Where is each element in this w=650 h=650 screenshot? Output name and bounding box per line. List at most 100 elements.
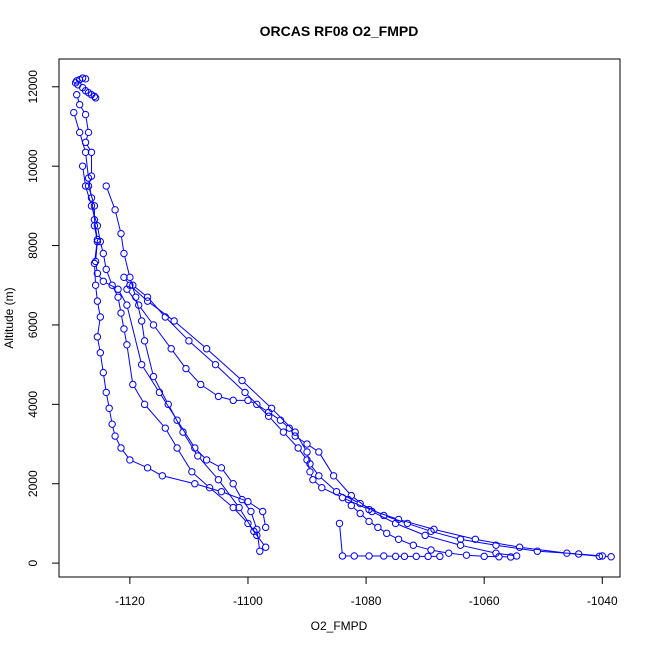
series-segment	[105, 282, 116, 289]
series-segment	[184, 434, 197, 454]
data-point	[235, 503, 243, 512]
data-point	[149, 321, 158, 329]
data-point	[303, 456, 311, 464]
y-tick-label: 10000	[26, 149, 40, 183]
series-segment	[235, 509, 247, 522]
data-point	[229, 480, 237, 488]
series-segment	[290, 430, 294, 434]
data-point	[595, 552, 604, 561]
data-point	[93, 333, 102, 341]
series-segment	[380, 528, 385, 532]
data-point	[365, 552, 373, 560]
data-point	[140, 400, 149, 409]
y-tick-label: 12000	[26, 70, 40, 104]
data-point	[294, 444, 302, 452]
series-segment	[434, 550, 446, 554]
series-segment	[320, 477, 335, 490]
series-5	[102, 182, 270, 551]
series-10	[335, 519, 444, 561]
series-segment	[100, 244, 104, 251]
data-point	[264, 412, 273, 420]
series-segment	[86, 144, 91, 150]
series-segment	[197, 484, 219, 492]
series-segment	[250, 502, 261, 511]
data-point	[335, 519, 344, 528]
data-point	[173, 416, 181, 424]
data-point	[285, 424, 294, 432]
chart-title: ORCAS RF08 O2_FMPD	[260, 23, 419, 39]
data-point	[607, 553, 615, 561]
data-point	[114, 285, 122, 293]
series-segment	[299, 450, 306, 458]
data-point	[495, 553, 503, 561]
series-4	[78, 162, 261, 540]
data-point	[117, 309, 125, 317]
y-axis: 0 2000 4000 6000 8000 10000 12000	[26, 70, 60, 566]
series-segment	[172, 351, 185, 367]
series-segment	[451, 553, 464, 556]
data-point	[81, 182, 90, 190]
data-point	[306, 468, 314, 476]
series-segment	[132, 460, 145, 467]
series-layer	[70, 74, 615, 561]
series-segment	[307, 462, 310, 469]
y-tick-label: 0	[26, 559, 40, 566]
data-point	[120, 325, 128, 333]
series-segment	[80, 107, 85, 113]
data-point	[75, 128, 84, 137]
series-segment	[469, 554, 482, 557]
x-axis: -1120 -1100 -1080 -1060 -1040	[115, 576, 618, 608]
data-point	[93, 237, 102, 246]
data-point	[90, 92, 99, 101]
series-segment	[144, 343, 154, 374]
data-point	[244, 396, 252, 405]
series-segment	[127, 308, 142, 362]
data-point	[368, 507, 376, 516]
series-segment	[126, 347, 133, 382]
x-axis-label: O2_FMPD	[311, 619, 368, 633]
series-segment	[150, 468, 160, 475]
series-segment	[97, 320, 101, 334]
data-point	[303, 448, 311, 456]
data-point	[84, 174, 93, 182]
data-point	[471, 535, 480, 543]
data-point	[93, 222, 102, 230]
series-segment	[463, 545, 493, 553]
series-segment	[140, 307, 152, 323]
series-segment	[389, 534, 396, 539]
data-point	[264, 408, 273, 416]
data-point	[492, 541, 500, 549]
series-segment	[98, 275, 102, 280]
y-tick-label: 2000	[26, 470, 40, 497]
series-segment	[478, 539, 517, 548]
y-axis-label: Altitude (m)	[2, 287, 16, 348]
data-point	[430, 525, 438, 534]
data-point	[403, 519, 412, 528]
series-segment	[167, 318, 188, 339]
series-segment	[149, 299, 164, 315]
series-segment	[307, 454, 310, 461]
series-segment	[77, 97, 80, 102]
data-point	[229, 396, 237, 405]
data-point	[78, 162, 87, 170]
data-point	[412, 552, 420, 561]
series-segment	[97, 228, 101, 239]
data-point	[75, 100, 84, 109]
series-segment	[178, 450, 191, 470]
data-point	[436, 552, 444, 561]
series-segment	[121, 316, 124, 326]
series-segment	[569, 552, 597, 557]
data-point	[374, 523, 382, 532]
data-point	[391, 552, 400, 561]
series-segment	[106, 188, 115, 208]
data-point	[140, 337, 149, 345]
series-3	[70, 108, 270, 532]
series-segment	[103, 256, 107, 267]
series-segment	[88, 181, 92, 195]
data-point	[391, 519, 400, 528]
data-point	[217, 464, 226, 472]
series-segment	[416, 545, 429, 550]
data-point	[256, 547, 264, 555]
series-segment	[176, 322, 205, 348]
